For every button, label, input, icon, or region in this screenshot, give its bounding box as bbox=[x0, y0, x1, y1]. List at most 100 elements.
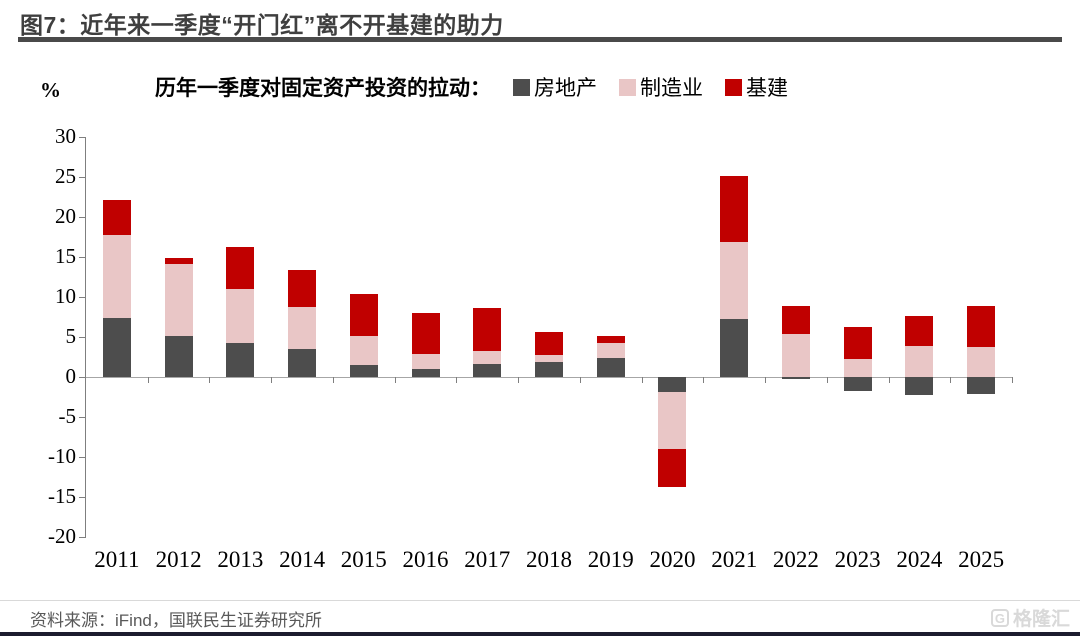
legend-row: 历年一季度对固定资产投资的拉动： 房地产 制造业 基建 bbox=[155, 72, 788, 102]
x-tick-mark bbox=[703, 377, 705, 383]
bar-segment-2018-房地产 bbox=[535, 361, 563, 377]
bar-segment-2018-制造业 bbox=[535, 354, 563, 362]
bar-segment-2013-基建 bbox=[226, 246, 255, 289]
y-tick-label: -5 bbox=[58, 404, 77, 428]
bar-segment-2022-基建 bbox=[781, 305, 810, 334]
y-tick-mark bbox=[79, 137, 86, 138]
x-axis-label-2011: 2011 bbox=[94, 547, 140, 572]
x-axis-label-2012: 2012 bbox=[155, 547, 202, 572]
figure-title: 图7：近年来一季度“开门红”离不开基建的助力 bbox=[20, 12, 504, 38]
y-tick-label: 0 bbox=[65, 364, 77, 388]
legend-label-manufacturing: 制造业 bbox=[640, 77, 703, 100]
bar-segment-2019-房地产 bbox=[596, 357, 625, 377]
legend-swatch-real-estate-icon bbox=[513, 78, 530, 96]
bar-segment-2021-房地产 bbox=[720, 319, 749, 377]
bar-segment-2017-制造业 bbox=[473, 350, 502, 365]
legend-item-infrastructure: 基建 bbox=[725, 72, 788, 102]
y-tick-label: 25 bbox=[55, 164, 76, 188]
bar-segment-2015-基建 bbox=[349, 293, 378, 337]
x-axis-label-2020: 2020 bbox=[649, 547, 696, 572]
bar-segment-2015-房地产 bbox=[349, 365, 378, 377]
y-tick-label: 20 bbox=[55, 204, 76, 228]
y-tick-label: 15 bbox=[55, 244, 76, 268]
y-tick-mark bbox=[79, 377, 86, 378]
x-axis-label-2022: 2022 bbox=[772, 547, 819, 572]
x-tick-mark bbox=[826, 377, 828, 383]
watermark-text: 格隆汇 bbox=[1012, 609, 1070, 630]
chart-subtitle: 历年一季度对固定资产投资的拉动： bbox=[155, 77, 491, 100]
bar-segment-2013-房地产 bbox=[226, 342, 255, 377]
bottom-accent-bar bbox=[0, 632, 1080, 636]
y-tick-label: -20 bbox=[48, 524, 76, 548]
bar-segment-2025-制造业 bbox=[967, 346, 996, 377]
bar-segment-2022-制造业 bbox=[781, 333, 810, 377]
bar-segment-2013-制造业 bbox=[226, 289, 255, 343]
bar-segment-2018-基建 bbox=[535, 332, 563, 355]
y-axis-unit: % bbox=[40, 78, 61, 102]
y-tick-label: -15 bbox=[48, 484, 76, 508]
bar-segment-2012-制造业 bbox=[164, 264, 193, 337]
y-tick-mark bbox=[79, 177, 86, 178]
x-axis-label-2015: 2015 bbox=[340, 547, 387, 572]
bar-segment-2023-房地产 bbox=[843, 377, 872, 391]
legend-item-real-estate: 房地产 bbox=[513, 72, 597, 102]
bar-segment-2025-基建 bbox=[967, 305, 996, 347]
watermark-logo-icon: G bbox=[990, 608, 1009, 627]
y-tick-mark bbox=[79, 457, 86, 458]
bar-segment-2016-制造业 bbox=[411, 353, 440, 369]
bar-segment-2024-基建 bbox=[905, 316, 934, 346]
legend-swatch-infrastructure-icon bbox=[725, 78, 742, 96]
x-tick-mark bbox=[394, 377, 396, 383]
x-axis-label-2017: 2017 bbox=[464, 547, 511, 572]
bar-segment-2012-房地产 bbox=[164, 336, 193, 377]
y-tick-label: 30 bbox=[55, 124, 76, 148]
x-axis-label-2013: 2013 bbox=[217, 547, 264, 572]
x-axis-zero-line bbox=[86, 377, 1012, 378]
x-axis-label-2021: 2021 bbox=[711, 547, 758, 572]
bar-segment-2014-房地产 bbox=[288, 349, 317, 377]
x-tick-mark bbox=[579, 377, 581, 383]
legend-swatch-manufacturing-icon bbox=[619, 78, 636, 96]
y-tick-mark bbox=[79, 417, 86, 418]
bar-segment-2011-基建 bbox=[102, 200, 131, 235]
bar-segment-2019-制造业 bbox=[596, 343, 625, 358]
x-tick-mark bbox=[456, 377, 458, 383]
bar-segment-2012-基建 bbox=[164, 257, 193, 265]
y-tick-label: -10 bbox=[48, 444, 76, 468]
legend-label-infrastructure: 基建 bbox=[746, 77, 788, 100]
y-tick-label: 5 bbox=[65, 324, 77, 348]
x-tick-mark bbox=[765, 377, 767, 383]
bar-segment-2016-基建 bbox=[411, 313, 440, 354]
bar-segment-2021-基建 bbox=[720, 176, 749, 242]
x-axis-label-2025: 2025 bbox=[958, 547, 1005, 572]
bar-segment-2020-房地产 bbox=[658, 377, 687, 393]
x-tick-mark bbox=[1012, 377, 1013, 383]
source-note: 资料来源：iFind，国联民生证券研究所 bbox=[30, 611, 322, 630]
x-axis-label-2024: 2024 bbox=[896, 547, 943, 572]
bar-segment-2017-基建 bbox=[473, 308, 502, 351]
bar-segment-2024-房地产 bbox=[905, 377, 934, 396]
x-tick-mark bbox=[209, 377, 211, 383]
x-tick-mark bbox=[518, 377, 520, 383]
bar-segment-2011-制造业 bbox=[102, 234, 131, 318]
bar-segment-2017-房地产 bbox=[473, 364, 502, 377]
x-tick-mark bbox=[888, 377, 890, 383]
x-axis-label-2023: 2023 bbox=[834, 547, 881, 572]
bar-segment-2015-制造业 bbox=[349, 336, 378, 365]
y-tick-mark bbox=[79, 497, 86, 498]
bar-segment-2024-制造业 bbox=[905, 345, 934, 377]
y-tick-mark bbox=[79, 297, 86, 298]
x-axis-label-2014: 2014 bbox=[279, 547, 326, 572]
legend-item-manufacturing: 制造业 bbox=[619, 72, 703, 102]
x-axis-label-2019: 2019 bbox=[587, 547, 634, 572]
plot-area: 30 25 20 15 10 5 0 -5 -10 -15 -20 2011 2012 2013 2014 2… bbox=[48, 124, 1013, 572]
bar-segment-2025-房地产 bbox=[967, 377, 996, 394]
x-axis-label-2016: 2016 bbox=[402, 547, 449, 572]
bar-segment-2020-基建 bbox=[658, 449, 687, 488]
y-tick-mark bbox=[79, 537, 86, 538]
x-tick-mark bbox=[332, 377, 334, 383]
title-underline bbox=[18, 37, 1062, 42]
watermark: G 格隆汇 bbox=[990, 604, 1070, 631]
y-tick-mark bbox=[79, 257, 86, 258]
